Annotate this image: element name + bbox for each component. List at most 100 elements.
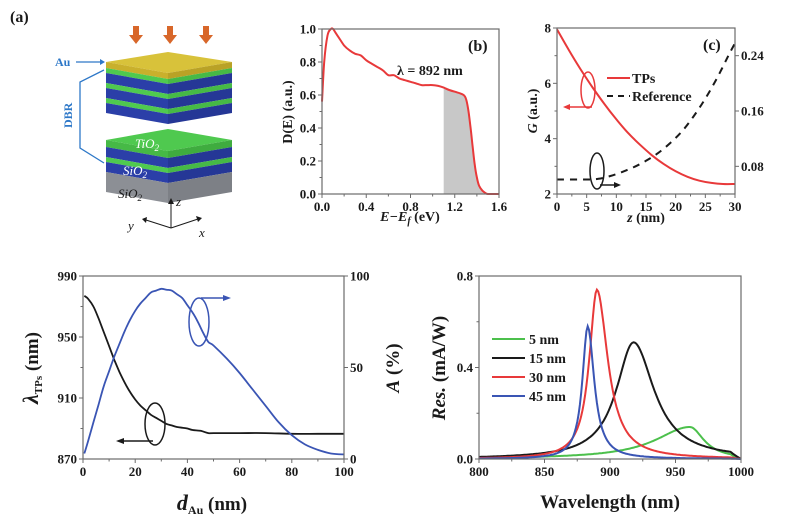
x-tick-label: 40 [181,464,194,479]
series-group [83,287,345,456]
coordinate-axes-icon [142,198,202,229]
y-tick-label: 6 [545,76,552,91]
x-axis-title: Wavelength (nm) [540,492,680,513]
sio2-substrate [106,172,168,203]
y-axis-title: G (a.u.) [526,88,541,133]
left-axis-indicator-icon [563,71,596,110]
series-line-15-nm [479,341,742,460]
x-tick-label: 1.2 [447,199,463,214]
y-tick-label: 990 [58,269,78,284]
panel-b-density-of-states: 0.0 0.4 0.8 1.2 1.6 0.0 0.2 0.4 0.6 0.8 1.0 (b) λ … [281,22,508,228]
sio2-label: SiO2 [123,163,148,180]
x-axis-title: dAu (nm) [177,490,247,517]
y-tick-label: 910 [58,391,78,406]
x-tick-label: 0.0 [314,199,330,214]
down-arrow-icon [199,26,213,44]
plot-frame [82,275,345,460]
x-tick-label: 800 [469,464,489,479]
y-tick-label: 0.2 [300,154,316,169]
tick-group: 0 20 40 60 80 100 870 910 950 990 0 50 100 [58,269,370,480]
x-tick-label: 850 [535,464,555,479]
panel-d-thickness-dependence: 0 20 40 60 80 100 870 910 950 990 0 50 100 λTPs (nm)… [18,269,404,518]
legend-label: 5 nm [529,333,559,348]
right-axis-indicator-icon [589,152,621,190]
series-group [556,28,736,186]
x-tick-label: 0 [554,199,561,214]
y-axis-title: Res. (mA/W) [429,316,450,421]
y-tick-label: 0.8 [457,269,474,284]
y-axis-title-right: A (%) [383,343,404,393]
y-tick-label: 2 [545,187,552,202]
series-group [321,27,499,196]
down-arrow-icon [163,26,177,44]
incident-light-arrows [129,26,213,44]
left-axis-indicator-icon [116,402,166,446]
y-tick-label: 8 [545,21,552,36]
y-tick-label: 1.0 [300,22,316,37]
z-axis-label: z [175,194,181,209]
panel-e-responsivity: 800 850 900 950 1000 0.0 0.4 0.8 5 nm 15 nm 30 nm… [429,269,754,514]
y-right-tick-label: 0.16 [741,104,764,119]
x-tick-label: 30 [729,199,742,214]
series-line-tps [556,28,736,186]
y-tick-label: 0.0 [457,452,473,467]
tick-group: 0 5 10 15 20 25 30 2 4 6 8 0.08 0.16 0.24 [545,21,765,215]
y-right-tick-label: 100 [350,269,370,284]
legend-label-reference: Reference [632,90,692,105]
y-axis-title: λTPs (nm) [18,332,45,405]
down-arrow-icon [129,26,143,44]
x-tick-label: 950 [666,464,686,479]
y-tick-label: 4 [545,131,552,146]
panel-a-schematic: (a) [10,9,232,240]
y-tick-label: 0.0 [300,187,316,202]
x-tick-label: 25 [699,199,713,214]
y-right-tick-label: 0 [350,452,357,467]
x-tick-label: 5 [583,199,590,214]
legend-label: 45 nm [529,390,566,405]
legend: TPs Reference [607,72,692,105]
x-tick-label: 0.4 [358,199,375,214]
right-axis-indicator-icon [188,295,231,347]
legend-label: 30 nm [529,371,566,386]
y-tick-label: 950 [58,330,78,345]
y-right-tick-label: 0.24 [741,48,764,63]
sio2-substrate-label: SiO2 [118,186,143,203]
tio2-layer [106,129,232,151]
series-line-45-nm [479,322,741,460]
y-right-tick-label: 50 [350,360,363,375]
x-tick-label: 1000 [728,464,754,479]
y-tick-label: 0.4 [300,121,317,136]
y-tick-label: 0.8 [300,55,317,70]
y-tick-label: 870 [58,452,78,467]
x-tick-label: 10 [610,199,623,214]
y-right-tick-label: 0.08 [741,159,764,174]
x-axis-label: x [198,225,205,240]
tick-group: 800 850 900 950 1000 0.0 0.4 0.8 [457,269,754,480]
legend: 5 nm 15 nm 30 nm 45 nm [492,333,566,405]
x-tick-label: 20 [129,464,142,479]
x-axis-title: E−Ef (eV) [379,210,440,227]
series-line-absorption [83,287,345,456]
y-axis-label: y [126,218,134,233]
series-line-wavelength [83,295,344,435]
x-tick-label: 1.6 [491,199,508,214]
panel-c-generation-rate: 0 5 10 15 20 25 30 2 4 6 8 0.08 0.16 0.24 (c) TPs Ref… [526,21,764,227]
legend-label: 15 nm [529,352,566,367]
au-label: Au [55,55,71,69]
dbr-label: DBR [61,102,75,128]
x-tick-label: 0.8 [402,199,419,214]
tick-group: 0.0 0.4 0.8 1.2 1.6 0.0 0.2 0.4 0.6 0.8 1.0 [300,22,508,215]
y-axis-title: D(E) (a.u.) [281,80,296,144]
series-line-dos [321,27,499,196]
x-tick-label: 60 [233,464,246,479]
series-group [479,287,742,460]
x-tick-label: 80 [285,464,298,479]
au-layer [106,52,232,73]
series-line-reference [556,42,736,181]
panel-label-a: (a) [10,9,29,26]
au-pointer-arrow-icon [76,59,105,65]
x-tick-label: 15 [640,199,654,214]
x-tick-label: 100 [334,464,354,479]
tio2-label: TiO2 [135,136,160,153]
